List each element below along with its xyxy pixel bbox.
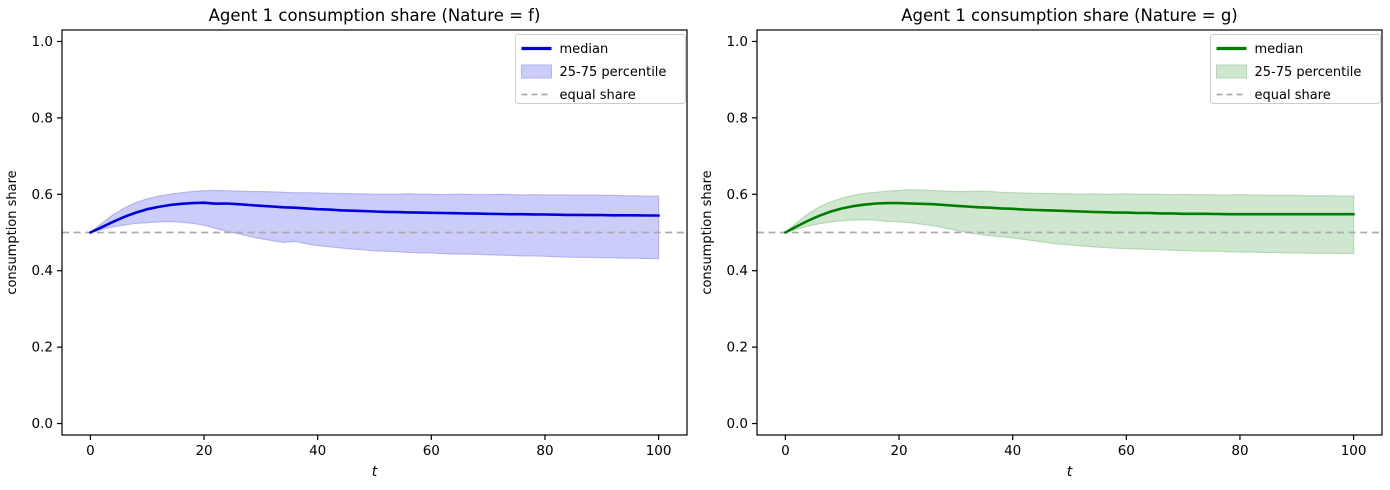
legend-label: equal share [560,88,636,103]
percentile-band [785,189,1355,255]
legend: median 25-75 percentile equal share [515,34,686,104]
legend-box [1210,34,1381,104]
y-tick-label: 0.2 [727,340,748,356]
legend-label: 25-75 percentile [1255,65,1362,80]
y-tick-label: 1.0 [32,34,53,50]
legend-box [515,34,686,104]
chart-nature-g: 0 20 40 60 80 100 0.0 0.2 0.4 0.6 0.8 1.0 Agent 1 co… [700,6,1383,480]
y-tick-label: 0.0 [32,416,53,432]
chart-nature-f: 0 20 40 60 80 100 0.0 0.2 0.4 0.6 0.8 1.0 Agent 1 co… [5,6,688,480]
x-tick-label: 0 [781,443,790,459]
x-tick-label: 20 [195,443,212,459]
x-tick-label: 100 [1341,443,1367,459]
y-tick-label: 0.8 [32,110,53,126]
legend-label: equal share [1255,88,1331,103]
x-tick-label: 80 [536,443,553,459]
median-line [784,201,1355,234]
chart-title: Agent 1 consumption share (Nature = g) [901,6,1238,25]
x-tick-label: 0 [86,443,95,459]
y-tick-label: 0.4 [32,263,53,279]
y-tick-label: 0.4 [727,263,748,279]
legend-label: median [1255,42,1304,57]
legend-band-sample [521,64,552,79]
percentile-band [90,189,660,260]
legend-label: 25-75 percentile [560,65,667,80]
axes-frame [61,29,688,436]
x-axis-label: t [1067,464,1073,480]
chart-title: Agent 1 consumption share (Nature = f) [209,6,541,25]
x-tick-label: 80 [1231,443,1248,459]
x-tick-label: 60 [423,443,440,459]
y-tick-label: 0.8 [727,110,748,126]
x-tick-label: 20 [890,443,907,459]
x-tick-label: 100 [646,443,672,459]
y-axis-label: consumption share [5,170,20,294]
legend: median 25-75 percentile equal share [1210,34,1381,104]
legend-band-sample [1216,64,1247,79]
legend-label: median [560,42,609,57]
axes-frame [756,29,1383,436]
y-tick-label: 1.0 [727,34,748,50]
x-tick-label: 40 [309,443,326,459]
x-axis-label: t [372,464,378,480]
y-tick-label: 0.2 [32,340,53,356]
median-line [89,201,660,234]
y-tick-label: 0.6 [32,187,53,203]
x-tick-label: 40 [1004,443,1021,459]
y-axis-label: consumption share [700,170,715,294]
y-tick-label: 0.0 [727,416,748,432]
y-tick-label: 0.6 [727,187,748,203]
x-tick-label: 60 [1118,443,1135,459]
